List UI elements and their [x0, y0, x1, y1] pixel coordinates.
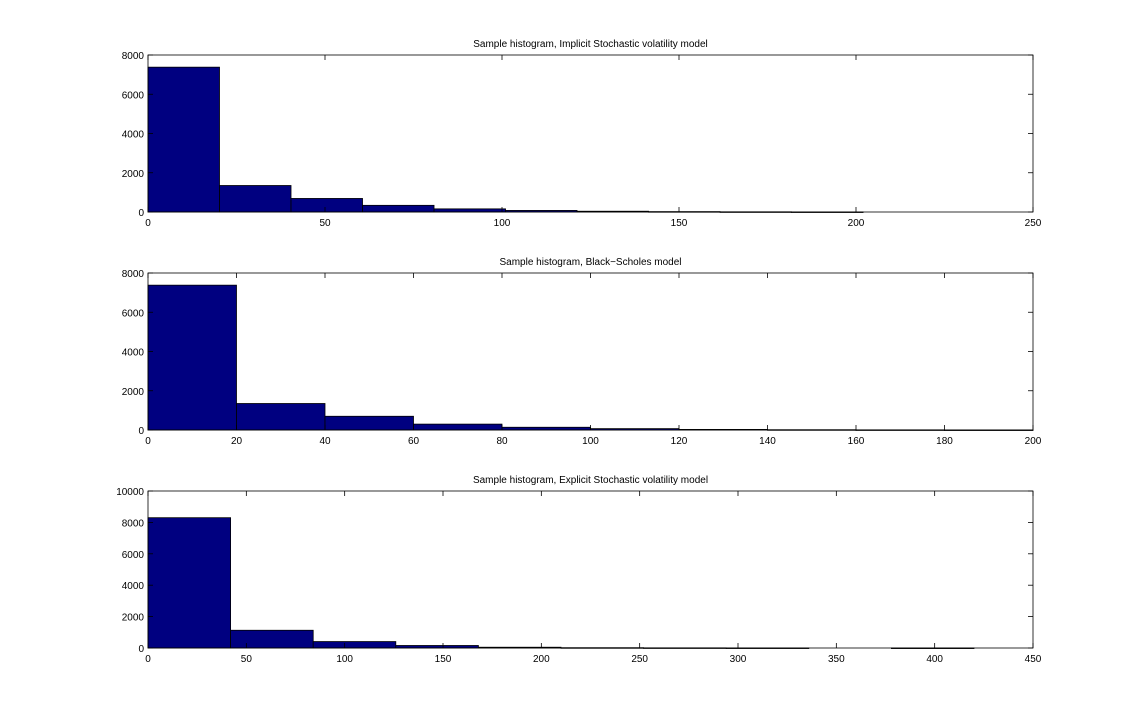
y-tick-label: 6000: [122, 90, 145, 101]
y-tick-label: 6000: [122, 308, 145, 319]
y-tick-label: 4000: [122, 581, 145, 592]
x-tick-label: 250: [1025, 218, 1042, 229]
x-tick-label: 200: [533, 654, 550, 665]
x-tick-label: 0: [145, 218, 151, 229]
x-tick-label: 80: [496, 436, 508, 447]
histogram-bar: [312, 641, 397, 649]
x-tick-label: 180: [936, 436, 953, 447]
histogram-bar: [501, 426, 591, 431]
histogram-bar: [147, 517, 231, 649]
histogram-bar: [413, 423, 503, 431]
x-tick-label: 250: [631, 654, 648, 665]
y-tick-label: 4000: [122, 348, 145, 359]
histogram-bar: [236, 403, 326, 431]
subplot-panels: Sample histogram, Implicit Stochastic vo…: [116, 39, 1042, 665]
y-tick-label: 10000: [116, 487, 144, 498]
y-tick-label: 2000: [122, 169, 145, 180]
histogram-panel-2: Sample histogram, Black−Scholes model 0 20…: [122, 257, 1042, 447]
x-tick-label: 450: [1025, 654, 1042, 665]
chart-title: Sample histogram, Implicit Stochastic vo…: [473, 39, 708, 50]
y-tick-label: 8000: [122, 269, 145, 280]
y-tick-label: 4000: [122, 130, 145, 141]
x-tick-label: 60: [408, 436, 420, 447]
histogram-bar: [433, 208, 506, 213]
axes-box: [147, 490, 1034, 649]
x-tick-label: 150: [435, 654, 452, 665]
histogram-bar: [324, 415, 414, 431]
histogram-bar: [219, 185, 292, 213]
histogram-bar: [290, 198, 363, 213]
y-tick-label: 2000: [122, 613, 145, 624]
x-tick-label: 100: [582, 436, 599, 447]
y-tick-label: 6000: [122, 550, 145, 561]
x-tick-label: 350: [828, 654, 845, 665]
histogram-bar: [230, 629, 314, 649]
x-tick-label: 160: [848, 436, 865, 447]
x-tick-label: 20: [231, 436, 243, 447]
chart-title: Sample histogram, Black−Scholes model: [499, 257, 681, 268]
x-tick-label: 50: [241, 654, 253, 665]
y-tick-label: 2000: [122, 387, 145, 398]
histogram-panel-1: Sample histogram, Implicit Stochastic vo…: [122, 39, 1042, 229]
x-tick-label: 200: [848, 218, 865, 229]
histogram-panel-3: Sample histogram, Explicit Stochastic vo…: [116, 475, 1042, 665]
x-tick-label: 140: [759, 436, 776, 447]
chart-title: Sample histogram, Explicit Stochastic vo…: [473, 475, 708, 486]
x-tick-label: 0: [145, 436, 151, 447]
x-tick-label: 120: [671, 436, 688, 447]
x-tick-label: 300: [730, 654, 747, 665]
histogram-bar: [147, 284, 237, 431]
x-tick-label: 400: [926, 654, 943, 665]
y-tick-label: 8000: [122, 51, 145, 62]
y-tick-label: 0: [138, 426, 144, 437]
x-tick-label: 50: [319, 218, 331, 229]
y-tick-label: 0: [138, 644, 144, 655]
x-tick-label: 100: [336, 654, 353, 665]
x-tick-label: 100: [494, 218, 511, 229]
x-tick-label: 40: [319, 436, 331, 447]
x-tick-label: 200: [1025, 436, 1042, 447]
histogram-bar: [362, 204, 435, 213]
y-tick-label: 8000: [122, 518, 145, 529]
histogram-bar: [147, 66, 220, 213]
y-tick-label: 0: [138, 208, 144, 219]
x-tick-label: 150: [671, 218, 688, 229]
x-tick-label: 0: [145, 654, 151, 665]
